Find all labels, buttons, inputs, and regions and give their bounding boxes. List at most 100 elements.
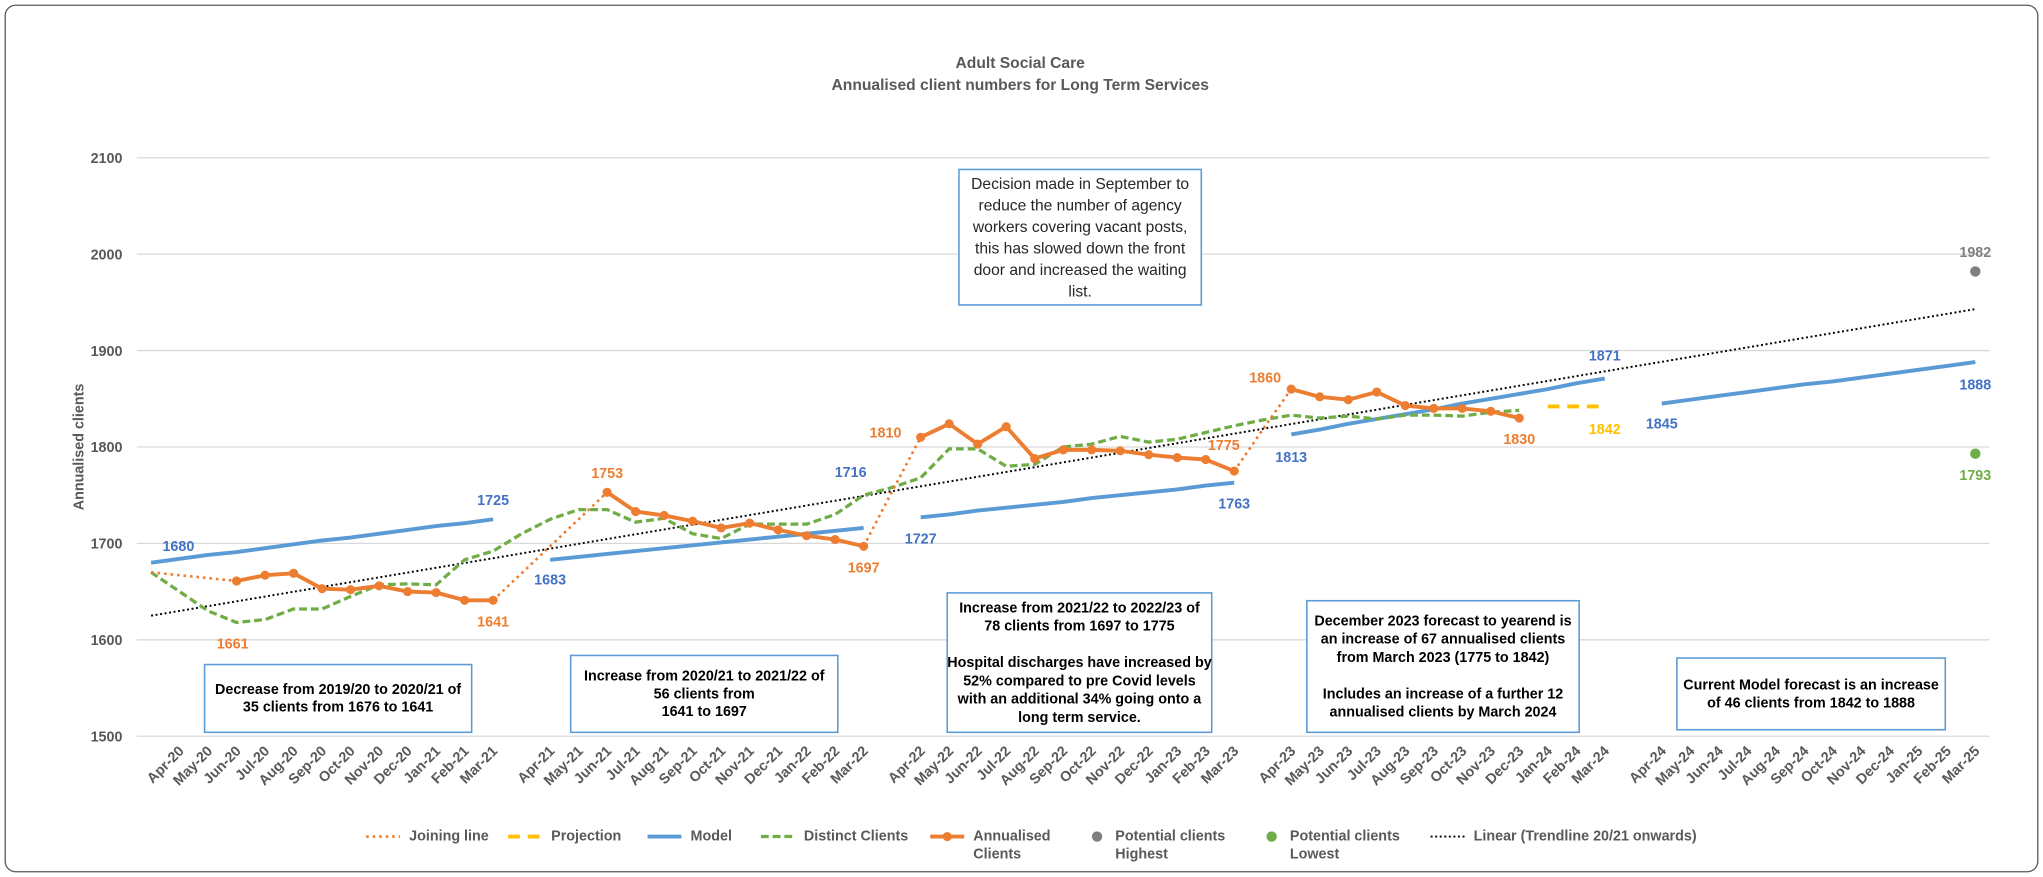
series-marker [488,595,498,605]
series-line [919,421,1235,473]
series-marker [289,568,299,578]
annotation-text: Decision made in September to [971,176,1189,193]
legend-label: Model [690,828,732,845]
annotation-text: 52% compared to pre Covid levels [963,673,1196,689]
series-line [549,526,864,562]
series-line [150,571,237,583]
data-label: 1845 [1646,416,1678,432]
annotation-text: Decrease from 2019/20 to 2020/21 of [215,682,461,698]
series-marker [1457,403,1467,413]
data-label: 1813 [1275,450,1307,466]
data-label: 1727 [905,531,937,547]
annotation-text: workers covering vacant posts, [972,219,1188,236]
data-label: 1680 [162,539,194,555]
annotation-text: 1641 to 1697 [662,704,747,720]
legend-label: Potential clients Lowest [1289,828,1400,863]
data-label: 1661 [217,637,249,653]
chart-border [4,4,2039,873]
series-marker [1201,454,1211,465]
series-line [606,490,865,549]
legend-label: Linear (Trendline 20/21 onwards) [1473,828,1697,845]
series-marker [1429,403,1439,413]
series-point [1970,266,1981,277]
legend-item: Annualised Clients [973,828,1051,863]
series-marker [1400,400,1410,411]
annotation-text: 56 clients from [654,686,755,702]
series-marker [659,510,669,520]
data-label: 1830 [1503,432,1535,448]
series-marker [346,585,356,595]
series-marker [802,531,812,541]
annotation-text: list. [1068,283,1091,300]
y-tick-label: 1600 [91,633,123,649]
series-marker [859,541,869,551]
data-label: 1716 [835,465,867,481]
annotation-box [569,654,839,734]
series-marker [745,518,755,528]
legend-label: Potential clients Highest [1115,828,1226,863]
data-label: 1697 [848,560,880,576]
annotation-text: with an additional 34% going onto a [957,692,1203,708]
trendline [150,308,1976,617]
series-marker [688,516,698,526]
series-marker [973,439,983,449]
legend-label: Projection [551,828,622,845]
legend-swatch [1266,831,1277,842]
series-marker [916,432,926,442]
series-marker [1486,406,1496,416]
series-marker [773,525,783,535]
series-marker [1372,387,1382,397]
data-label: 1683 [534,573,566,589]
data-label: 1725 [477,493,509,509]
annotation-box [958,168,1203,306]
annotation-text: of 46 clients from 1842 to 1888 [1707,696,1915,712]
series-marker [1144,450,1154,460]
legend-swatch [1091,831,1103,842]
annotation-text: 35 clients from 1676 to 1641 [243,700,433,716]
annotation-text: this has slowed down the front [975,240,1186,257]
legend-item: Distinct Clients [803,828,909,845]
data-label: 1982 [1959,245,1991,261]
series-marker [1087,445,1097,455]
series-marker [1172,453,1182,463]
data-label: 1842 [1589,422,1621,438]
data-label: 1888 [1959,377,1991,393]
legend-item: Projection [551,828,622,845]
series-line [236,571,494,603]
annotation-text: door and increased the waiting [974,262,1187,279]
data-label: 1860 [1249,371,1281,387]
legend-label: Annualised Clients [973,828,1051,863]
series-marker [403,587,413,597]
legend-label: Distinct Clients [803,828,909,845]
annotation-text: Increase from 2020/21 to 2021/22 of [584,669,825,685]
series-marker [232,576,242,586]
series-marker [260,570,270,580]
series-marker [1001,422,1011,432]
series-marker [602,487,612,497]
y-tick-label: 1900 [91,344,123,360]
data-label: 1871 [1589,348,1621,364]
series-marker [830,534,840,545]
series-marker [631,507,641,517]
data-label: 1775 [1208,438,1240,454]
series-point [1970,448,1981,459]
annotation-text: an increase of 67 annualised clients [1321,632,1566,648]
series-marker [1058,445,1068,455]
series-marker [1286,384,1296,394]
annotation-text: annualised clients by March 2024 [1330,705,1557,721]
series-marker [1315,392,1325,402]
y-tick-label: 2100 [91,151,123,167]
series-marker [944,419,954,429]
chart-subtitle: Annualised client numbers for Long Term … [831,77,1209,94]
y-axis-label: Annualised clients [71,384,87,511]
series-marker [1115,446,1125,456]
series-line [862,436,922,547]
annotation-text: Increase from 2021/22 to 2022/23 of [959,600,1200,616]
legend-label: Joining line [409,828,489,845]
series-marker [317,584,327,594]
legend-item: Model [690,828,732,845]
legend-item: Linear (Trendline 20/21 onwards) [1473,828,1697,845]
series-marker [1343,395,1353,405]
legend-item: Potential clients Highest [1115,828,1226,863]
y-tick-label: 1500 [91,729,123,745]
